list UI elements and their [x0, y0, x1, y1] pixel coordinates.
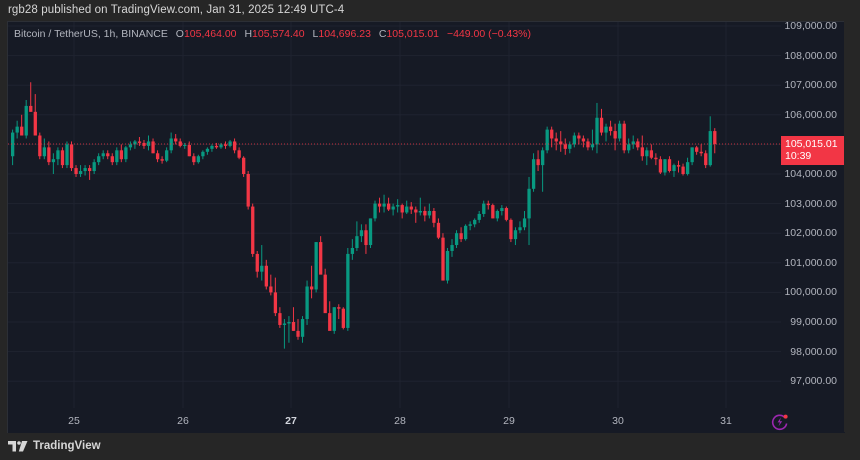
candlestick-plot[interactable] — [8, 22, 781, 408]
publish-info: rgb28 published on TradingView.com, Jan … — [8, 4, 345, 16]
symbol-label[interactable]: Bitcoin / TetherUS, 1h, BINANCE — [14, 28, 168, 40]
time-tick-label: 31 — [720, 415, 732, 427]
last-price-value: 105,015.01 — [785, 137, 838, 150]
high-value: 105,574.40 — [252, 28, 305, 40]
price-tick-label: 107,000.00 — [784, 79, 837, 92]
high-label: H — [244, 28, 253, 40]
time-tick-label: 26 — [177, 415, 189, 427]
brand-name: TradingView — [33, 440, 101, 452]
price-tick-label: 98,000.00 — [790, 345, 837, 358]
bar-countdown: 10:39 — [785, 149, 812, 162]
tradingview-logo-icon — [8, 440, 28, 451]
time-axis[interactable]: 25 26 27 28 29 30 31 — [8, 408, 781, 433]
price-tick-label: 106,000.00 — [784, 108, 837, 121]
last-price-label: 105,015.01 10:39 — [781, 135, 845, 165]
change-value: −449.00 (−0.43%) — [446, 28, 531, 40]
time-tick-label: 29 — [503, 415, 515, 427]
low-value: 104,696.23 — [318, 28, 371, 40]
open-label: O — [175, 28, 184, 40]
price-tick-label: 100,000.00 — [784, 286, 837, 299]
price-tick-label: 109,000.00 — [784, 21, 837, 32]
frame-edge — [844, 21, 860, 432]
price-tick-label: 102,000.00 — [784, 227, 837, 240]
time-tick-label: 27 — [285, 415, 297, 427]
time-tick-label: 25 — [68, 415, 80, 427]
time-tick-label: 28 — [394, 415, 406, 427]
lightning-alert-icon[interactable] — [771, 413, 789, 431]
price-axis[interactable]: 109,000.00 108,000.00 107,000.00 106,000.00… — [781, 22, 845, 433]
ohlc-legend: Bitcoin / TetherUS, 1h, BINANCE O105,464… — [14, 28, 531, 40]
low-label: L — [312, 28, 319, 40]
time-tick-label: 30 — [612, 415, 624, 427]
tradingview-logo[interactable]: TradingView — [8, 440, 101, 452]
open-value: 105,464.00 — [183, 28, 237, 40]
close-label: C — [378, 28, 387, 40]
price-tick-label: 108,000.00 — [784, 49, 837, 62]
price-tick-label: 104,000.00 — [784, 168, 837, 180]
close-value: 105,015.01 — [386, 28, 440, 40]
chart-panel[interactable]: Bitcoin / TetherUS, 1h, BINANCE O105,464… — [7, 21, 845, 433]
price-tick-label: 101,000.00 — [784, 256, 837, 269]
price-tick-label: 99,000.00 — [790, 316, 837, 328]
price-tick-label: 97,000.00 — [790, 375, 837, 388]
price-tick-label: 103,000.00 — [784, 197, 837, 210]
